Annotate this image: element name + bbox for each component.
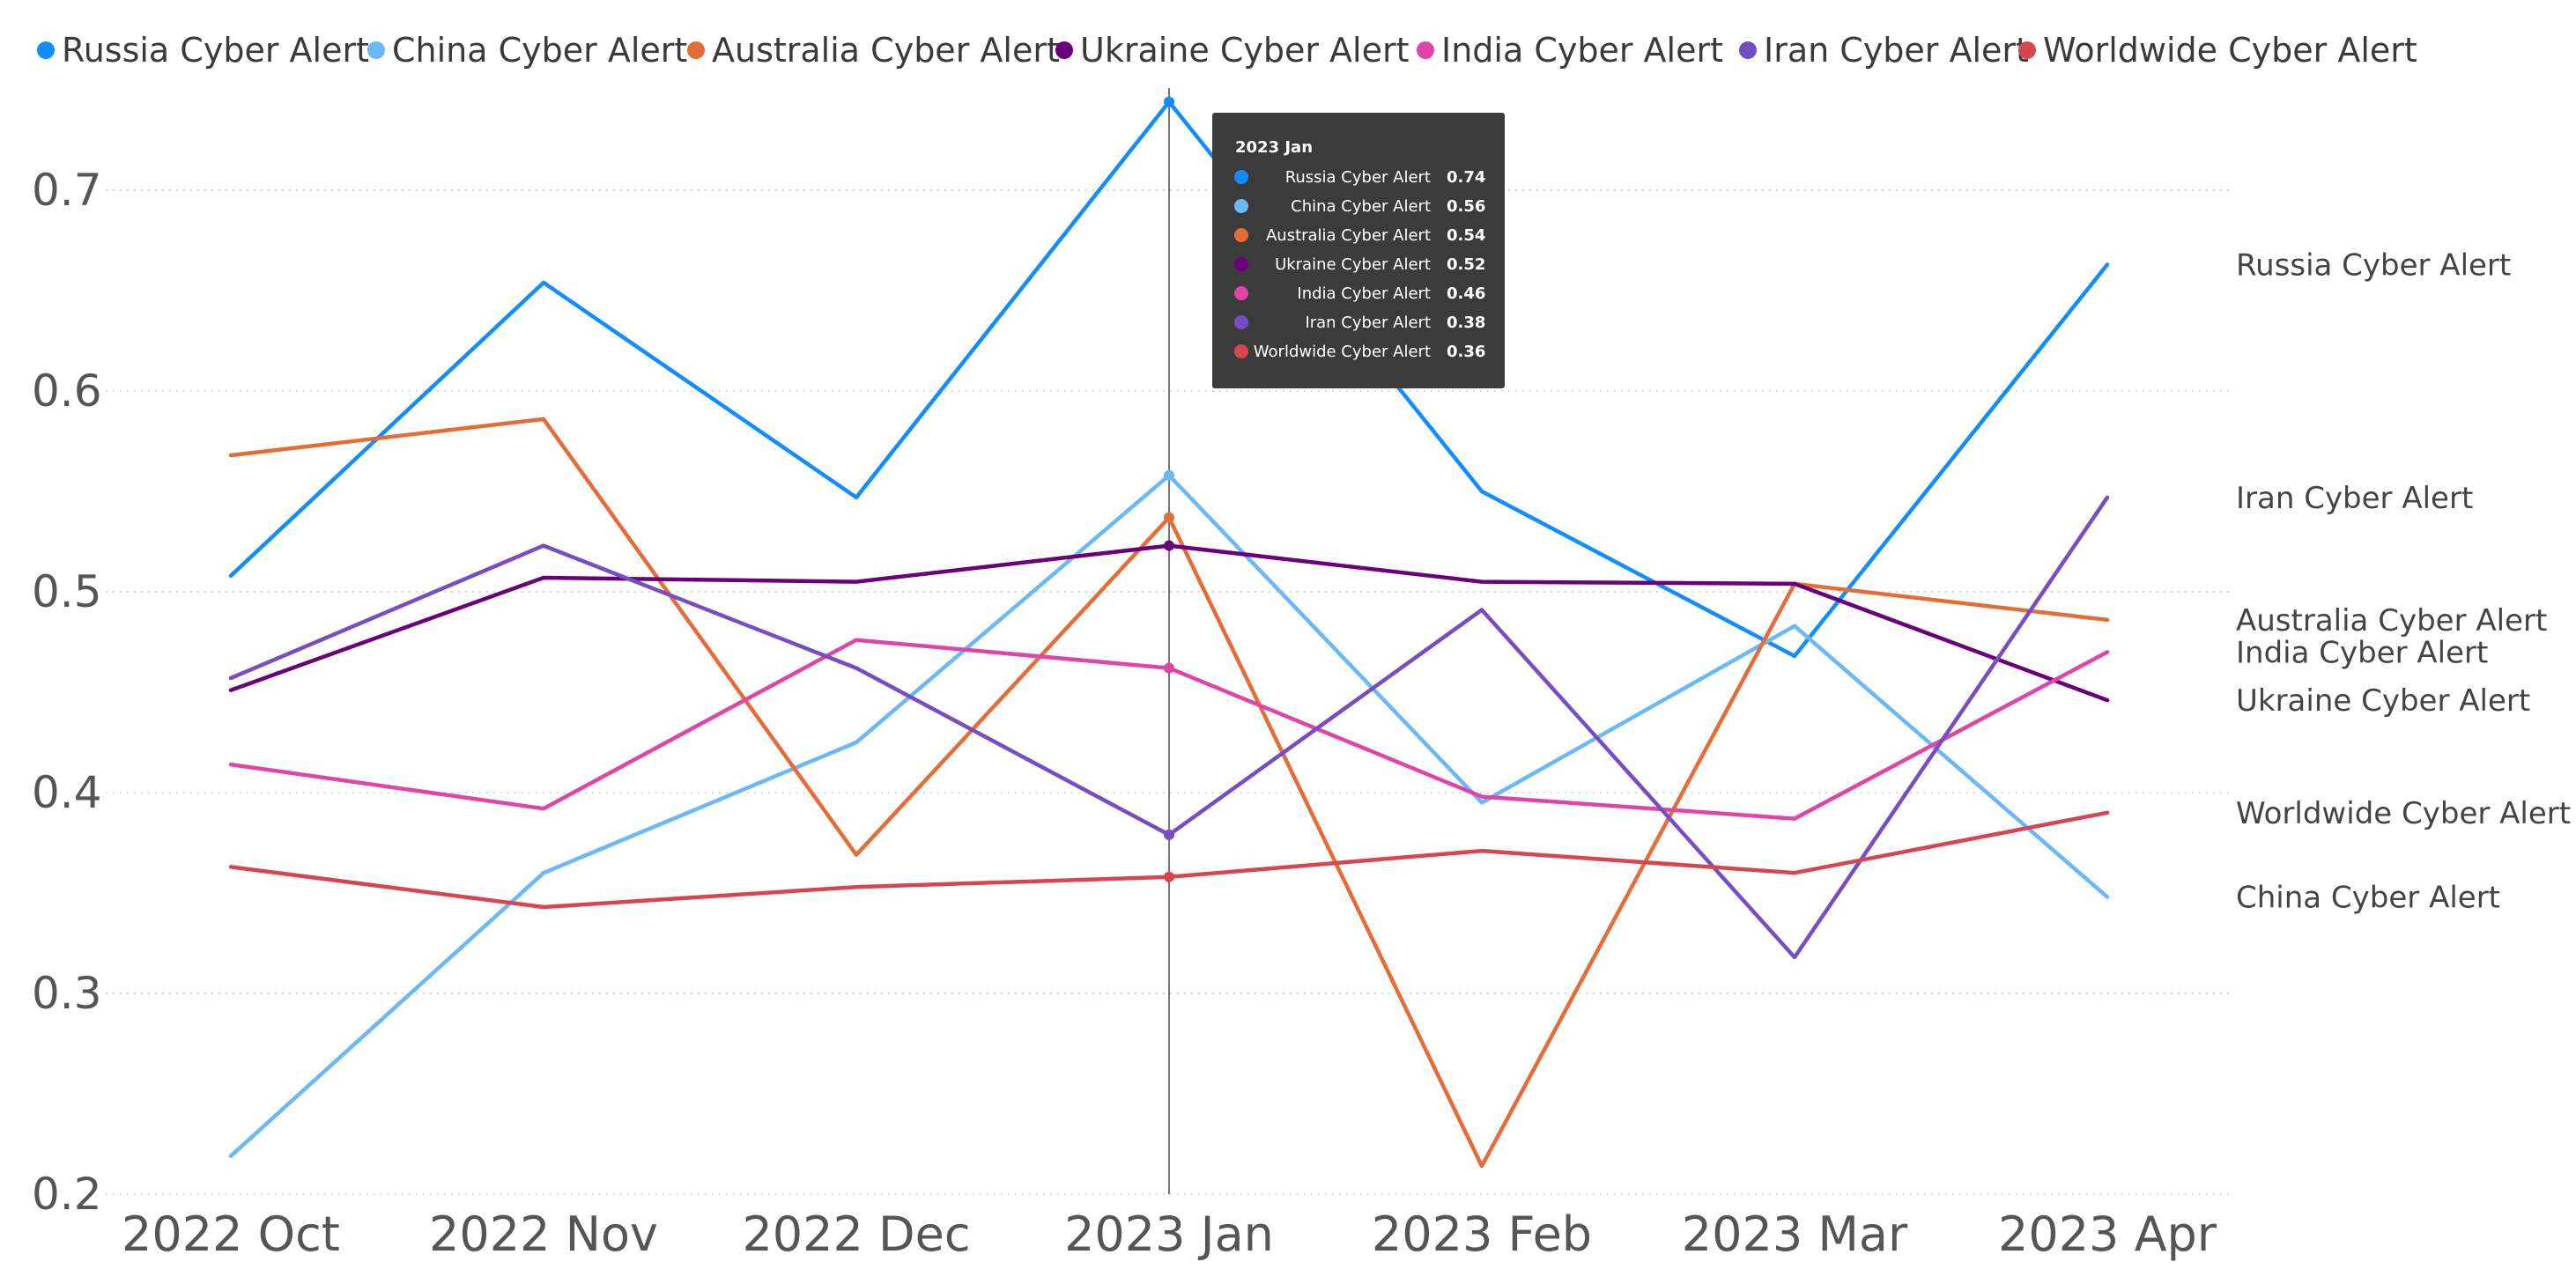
- legend-item[interactable]: Russia Cyber Alert: [37, 31, 369, 70]
- data-point: [1164, 469, 1174, 481]
- legend-marker: [2018, 41, 2036, 59]
- tooltip-series-name: Ukraine Cyber Alert: [1275, 255, 1431, 274]
- tooltip-marker: [1234, 257, 1248, 271]
- tooltip-series-name: Worldwide Cyber Alert: [1254, 343, 1431, 361]
- series-end-label: Russia Cyber Alert: [2236, 247, 2511, 283]
- x-tick-label: 2023 Mar: [1682, 1207, 1908, 1262]
- tooltip: 2023 Jan Russia Cyber Alert 0.74 China Cyb…: [1212, 113, 1505, 388]
- hover-points: [1164, 96, 1174, 882]
- tooltip-row: Russia Cyber Alert 0.74: [1234, 168, 1485, 187]
- tooltip-marker: [1234, 286, 1248, 300]
- data-point: [1164, 871, 1174, 882]
- tooltip-row: Worldwide Cyber Alert 0.36: [1234, 343, 1485, 361]
- data-point: [1164, 662, 1174, 674]
- data-point: [1164, 96, 1174, 107]
- legend-marker: [37, 41, 55, 59]
- legend-marker: [367, 41, 385, 59]
- tooltip-value: 0.54: [1447, 226, 1485, 245]
- y-axis-ticks: 0.2 0.3 0.4 0.5 0.6 0.7: [32, 165, 102, 1220]
- tooltip-row: Ukraine Cyber Alert 0.52: [1234, 255, 1485, 274]
- series-end-label: Iran Cyber Alert: [2236, 481, 2473, 516]
- tooltip-series-name: Russia Cyber Alert: [1285, 168, 1431, 187]
- tooltip-row: Iran Cyber Alert 0.38: [1234, 314, 1485, 332]
- legend-label: India Cyber Alert: [1441, 31, 1723, 70]
- tooltip-marker: [1234, 228, 1248, 242]
- legend-label: Ukraine Cyber Alert: [1080, 31, 1410, 70]
- legend-marker: [1055, 41, 1073, 59]
- legend-item[interactable]: Worldwide Cyber Alert: [2018, 31, 2417, 70]
- tooltip-value: 0.74: [1447, 168, 1485, 187]
- tooltip-value: 0.38: [1447, 314, 1485, 332]
- y-tick-label: 0.6: [32, 365, 102, 417]
- tooltip-title: 2023 Jan: [1235, 138, 1313, 157]
- x-tick-label: 2023 Apr: [1998, 1207, 2217, 1262]
- series-end-label: Ukraine Cyber Alert: [2236, 683, 2530, 719]
- legend-item[interactable]: Ukraine Cyber Alert: [1055, 31, 1410, 70]
- tooltip-row: Australia Cyber Alert 0.54: [1234, 226, 1485, 245]
- series-end-labels: Russia Cyber Alert Iran Cyber Alert Austra…: [2236, 247, 2571, 915]
- legend-marker: [1739, 41, 1757, 59]
- tooltip-value: 0.52: [1447, 255, 1485, 274]
- legend-label: China Cyber Alert: [392, 31, 687, 70]
- tooltip-marker: [1234, 344, 1248, 358]
- data-point: [1164, 829, 1174, 840]
- legend: Russia Cyber Alert China Cyber Alert Austr…: [37, 31, 2417, 70]
- data-point: [1164, 540, 1174, 551]
- legend-item[interactable]: Australia Cyber Alert: [687, 31, 1060, 70]
- tooltip-marker: [1234, 170, 1248, 184]
- y-tick-label: 0.3: [32, 968, 102, 1019]
- x-axis-ticks: 2022 Oct 2022 Nov 2022 Dec 2023 Jan 2023 Feb…: [122, 1207, 2217, 1262]
- tooltip-value: 0.46: [1447, 284, 1485, 303]
- series-end-label: Worldwide Cyber Alert: [2236, 796, 2571, 831]
- tooltip-series-name: China Cyber Alert: [1291, 197, 1431, 216]
- tooltip-marker: [1234, 199, 1248, 213]
- tooltip-value: 0.36: [1447, 343, 1485, 361]
- legend-item[interactable]: Iran Cyber Alert: [1739, 31, 2029, 70]
- y-tick-label: 0.5: [32, 566, 102, 617]
- legend-item[interactable]: China Cyber Alert: [367, 31, 687, 70]
- x-tick-label: 2022 Dec: [742, 1207, 970, 1262]
- legend-marker: [1417, 41, 1434, 59]
- legend-label: Iran Cyber Alert: [1764, 31, 2029, 70]
- tooltip-value: 0.56: [1447, 197, 1485, 216]
- legend-label: Australia Cyber Alert: [712, 31, 1060, 70]
- y-tick-label: 0.2: [32, 1169, 102, 1220]
- x-tick-label: 2022 Nov: [429, 1207, 658, 1262]
- tooltip-series-name: Iran Cyber Alert: [1305, 314, 1431, 332]
- tooltip-row: China Cyber Alert 0.56: [1234, 197, 1485, 216]
- series-end-label: Australia Cyber Alert: [2236, 603, 2547, 638]
- legend-item[interactable]: India Cyber Alert: [1417, 31, 1723, 70]
- data-point: [1164, 512, 1174, 523]
- legend-label: Russia Cyber Alert: [62, 31, 369, 70]
- series-end-label: China Cyber Alert: [2236, 881, 2500, 916]
- x-tick-label: 2023 Jan: [1064, 1207, 1274, 1262]
- series-end-label: India Cyber Alert: [2236, 635, 2488, 670]
- tooltip-background: [1212, 113, 1505, 388]
- legend-label: Worldwide Cyber Alert: [2043, 31, 2417, 70]
- y-tick-label: 0.4: [32, 767, 102, 818]
- x-tick-label: 2022 Oct: [122, 1207, 340, 1262]
- tooltip-row: India Cyber Alert 0.46: [1234, 284, 1485, 303]
- tooltip-series-name: Australia Cyber Alert: [1266, 226, 1431, 245]
- tooltip-rows: Russia Cyber Alert 0.74 China Cyber Alert 0…: [1234, 168, 1485, 361]
- x-tick-label: 2023 Feb: [1372, 1207, 1592, 1262]
- legend-marker: [687, 41, 705, 59]
- tooltip-series-name: India Cyber Alert: [1297, 284, 1431, 303]
- y-tick-label: 0.7: [32, 165, 102, 216]
- tooltip-marker: [1234, 315, 1248, 329]
- gridlines: [106, 189, 2229, 1195]
